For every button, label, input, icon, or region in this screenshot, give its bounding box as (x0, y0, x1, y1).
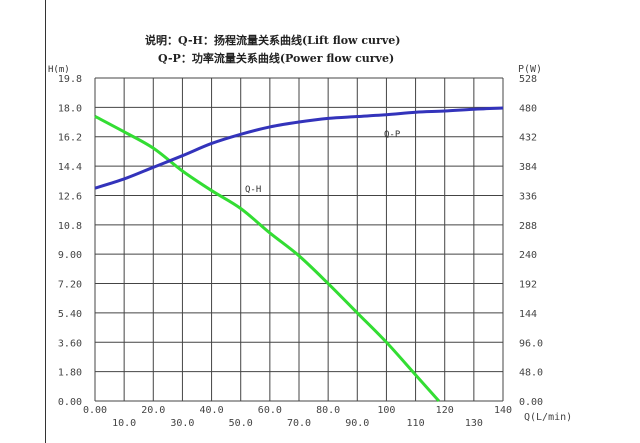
y-left-tick-label: 10.8 (58, 221, 82, 232)
y-right-tick-label: 192 (519, 280, 537, 291)
series-line-q-p (94, 106, 504, 190)
x-tick-label: 130 (465, 418, 483, 429)
y-left-tick-label: 14.4 (58, 162, 82, 173)
y-left-tick-label: 0.00 (58, 397, 82, 408)
y-right-tick-label: 48.0 (519, 368, 543, 379)
y-axis-left-label: H(m) (48, 65, 70, 75)
y-left-tick-label: 16.2 (58, 133, 82, 144)
y-right-tick-label: 528 (519, 74, 537, 85)
x-tick-label: 20.0 (141, 405, 165, 416)
y-right-tick-label: 432 (519, 133, 537, 144)
y-axis-right-label: P(W) (518, 64, 542, 75)
chart-title-line-2: Q-P：功率流量关系曲线(Power flow curve) (158, 51, 394, 65)
y-left-tick-label: 7.20 (58, 280, 82, 291)
grid (94, 77, 504, 402)
y-left-tick-label: 3.60 (58, 338, 82, 349)
series-lines: Q-H Q-P (94, 106, 504, 402)
tick-labels: 0.00 10.0 20.0 30.0 40.0 50.0 60.0 70.0 80.0 90.0… (58, 74, 543, 429)
y-right-tick-label: 96.0 (519, 338, 543, 349)
y-left-tick-label: 18.0 (58, 103, 82, 114)
y-right-tick-label: 480 (519, 103, 537, 114)
y-left-tick-label: 1.80 (58, 368, 82, 379)
x-tick-label: 90.0 (345, 418, 369, 429)
x-tick-label: 10.0 (112, 418, 136, 429)
chart-frame (45, 0, 640, 443)
x-axis-label: Q(L/min) (524, 412, 572, 423)
y-left-tick-label: 19.8 (58, 74, 82, 85)
y-left-tick-label: 5.40 (58, 309, 82, 320)
x-tick-label: 50.0 (229, 418, 253, 429)
x-tick-label: 140 (494, 405, 512, 416)
y-left-tick-label: 12.6 (58, 191, 82, 202)
x-tick-label: 120 (436, 405, 454, 416)
y-right-tick-label: 240 (519, 250, 537, 261)
x-tick-label: 40.0 (200, 405, 224, 416)
x-tick-label: 110 (407, 418, 425, 429)
chart-title-line-1: 说明：Q-H：扬程流量关系曲线(Lift flow curve) (145, 33, 400, 47)
x-tick-label: 70.0 (287, 418, 311, 429)
y-left-tick-label: 9.00 (58, 250, 82, 261)
series-label-q-h: Q-H (245, 185, 261, 195)
series-line-q-h (94, 115, 441, 402)
x-tick-label: 60.0 (258, 405, 282, 416)
y-right-tick-label: 288 (519, 221, 537, 232)
x-tick-label: 80.0 (316, 405, 340, 416)
y-right-tick-label: 336 (519, 191, 537, 202)
y-right-tick-label: 144 (519, 309, 537, 320)
y-right-tick-label: 0.00 (519, 397, 543, 408)
x-tick-label: 100 (377, 405, 395, 416)
x-tick-label: 0.00 (83, 405, 107, 416)
x-tick-label: 30.0 (170, 418, 194, 429)
y-right-tick-label: 384 (519, 162, 537, 173)
series-label-q-p: Q-P (384, 130, 401, 140)
